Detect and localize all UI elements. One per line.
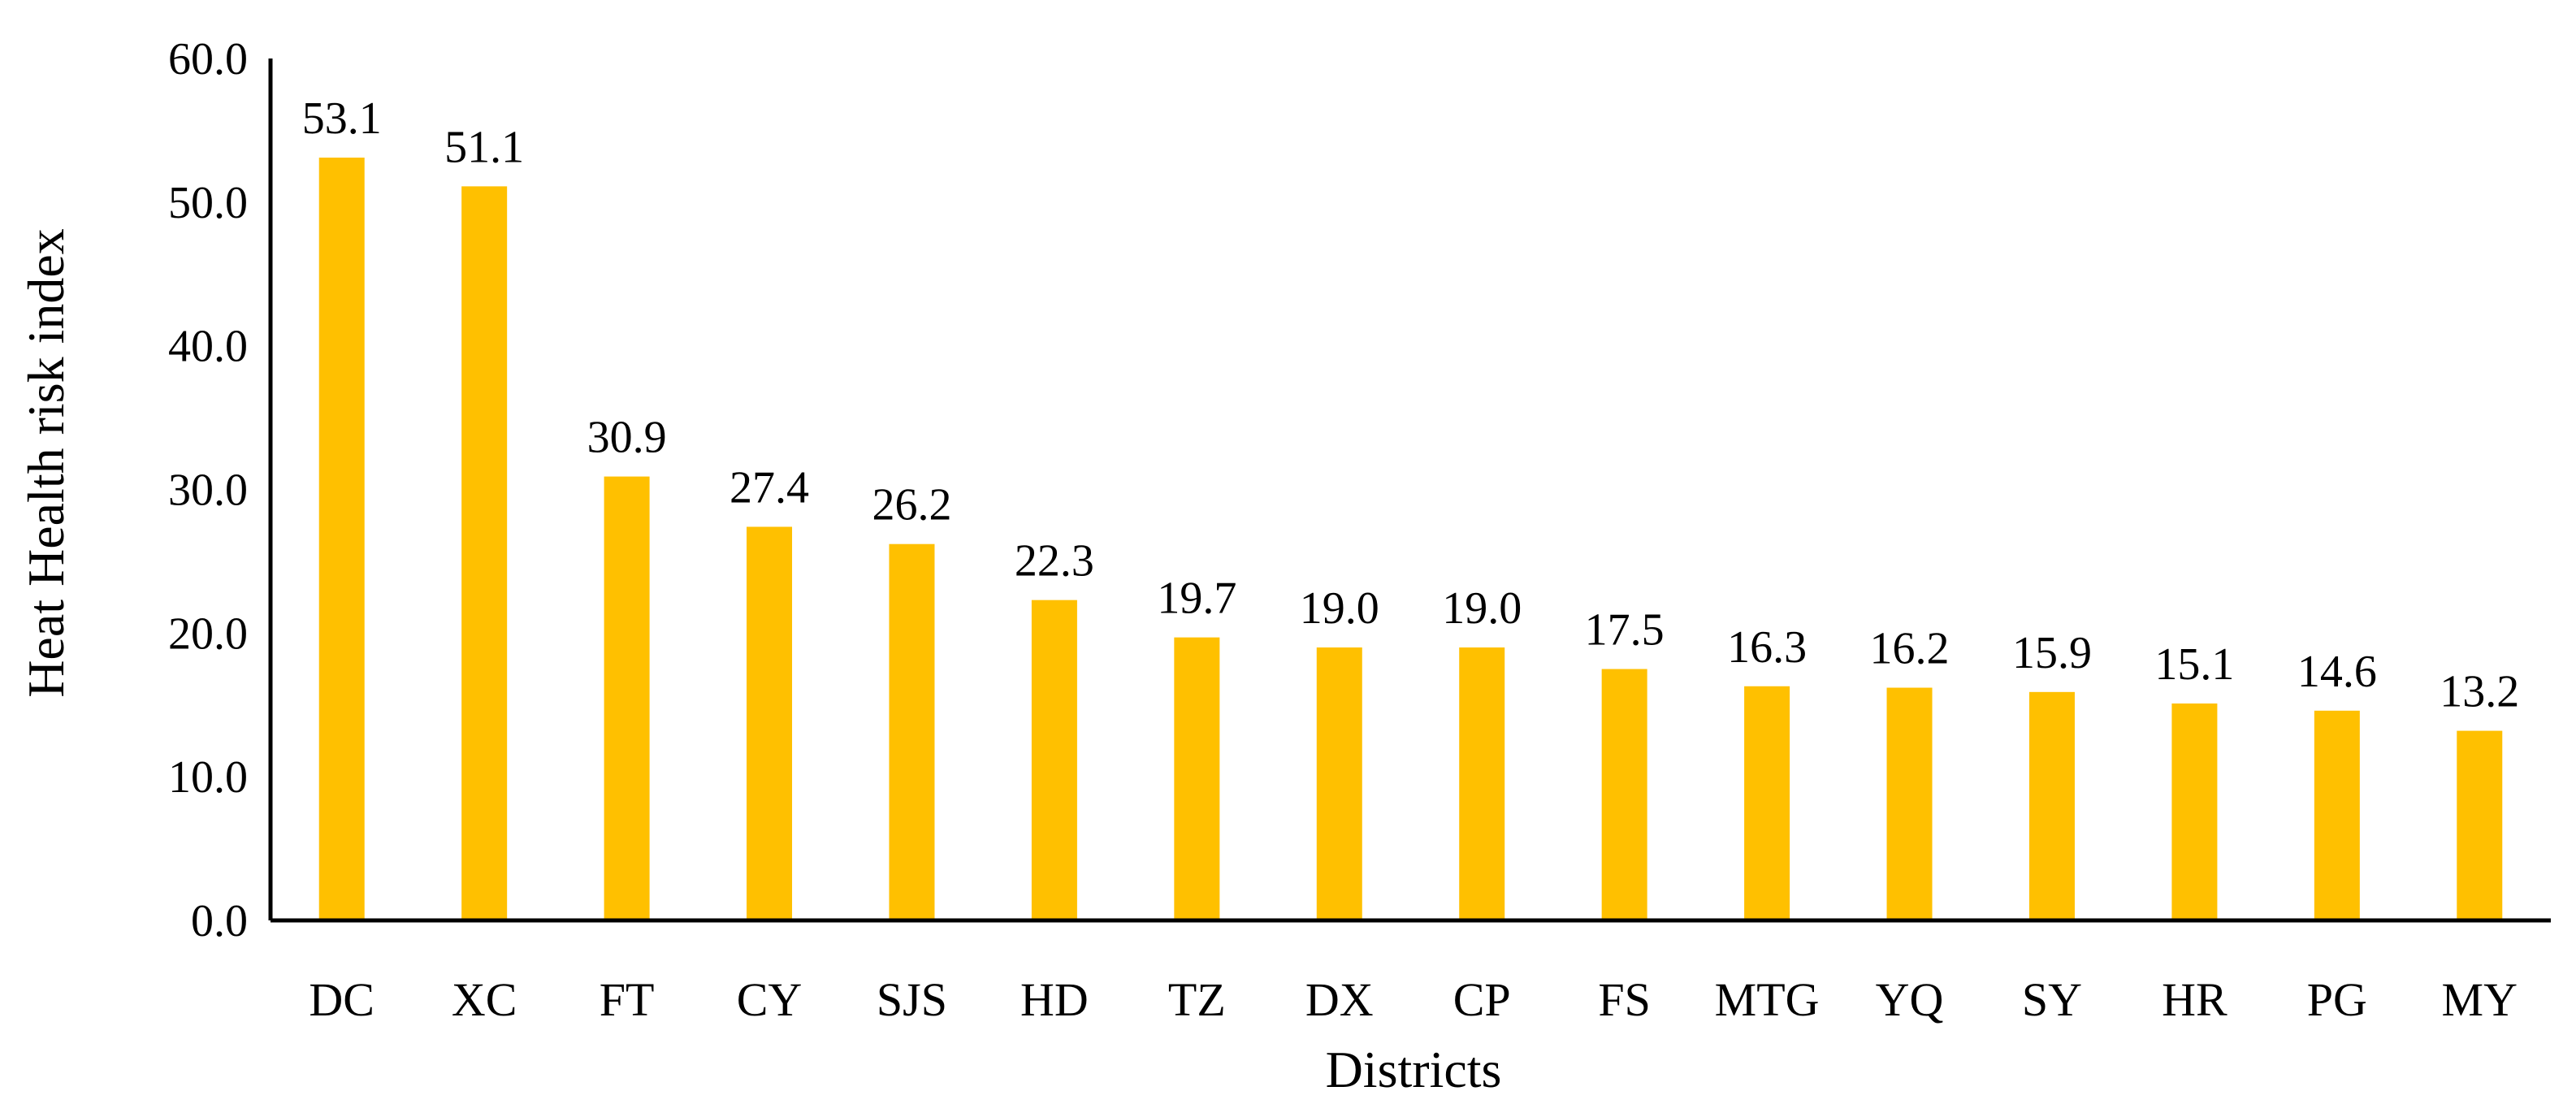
y-tick-label: 30.0 bbox=[168, 465, 248, 516]
x-tick-label-sy: SY bbox=[2022, 973, 2082, 1026]
data-label-mtg: 16.3 bbox=[1727, 622, 1807, 673]
data-label-tz: 19.7 bbox=[1157, 574, 1236, 624]
y-tick-label: 0.0 bbox=[191, 896, 248, 946]
x-tick-label-fs: FS bbox=[1598, 973, 1651, 1026]
y-tick-label: 60.0 bbox=[168, 34, 248, 84]
bar-hd bbox=[1031, 600, 1077, 920]
data-label-xc: 51.1 bbox=[444, 122, 524, 172]
data-label-hr: 15.1 bbox=[2154, 639, 2234, 690]
bar-tz bbox=[1174, 637, 1220, 920]
x-tick-label-mtg: MTG bbox=[1715, 973, 1820, 1026]
bars-group bbox=[318, 158, 2503, 921]
data-label-dc: 53.1 bbox=[302, 93, 382, 144]
bar-dx bbox=[1316, 647, 1362, 920]
bar-pg bbox=[2314, 710, 2360, 920]
x-tick-label-tz: TZ bbox=[1168, 973, 1226, 1026]
bar-cy bbox=[747, 526, 793, 920]
x-tick-label-yq: YQ bbox=[1876, 973, 1944, 1026]
bar-xc bbox=[461, 186, 508, 921]
y-axis-title: Heat Health risk index bbox=[17, 228, 75, 698]
data-label-dx: 19.0 bbox=[1300, 583, 1379, 634]
data-label-cy: 27.4 bbox=[730, 462, 809, 513]
bar-sy bbox=[2028, 691, 2075, 920]
category-labels: DC XC FT CY SJS HD TZ DX CP FS MTG YQ SY HR PG MY bbox=[309, 973, 2518, 1026]
axes-group bbox=[268, 58, 2551, 923]
data-label-my: 13.2 bbox=[2440, 667, 2519, 717]
x-axis-title: Districts bbox=[1326, 1041, 1502, 1098]
data-label-hd: 22.3 bbox=[1015, 536, 1094, 587]
y-tick-label: 50.0 bbox=[168, 178, 248, 228]
bar-sjs bbox=[889, 543, 935, 920]
bar-mtg bbox=[1744, 686, 1790, 920]
data-label-ft: 30.9 bbox=[587, 413, 667, 463]
bar-cp bbox=[1459, 647, 1505, 920]
x-tick-label-dx: DX bbox=[1305, 973, 1374, 1026]
y-tick-label: 10.0 bbox=[168, 752, 248, 803]
x-tick-label-my: MY bbox=[2442, 973, 2518, 1026]
bar-dc bbox=[318, 158, 365, 920]
data-label-cp: 19.0 bbox=[1442, 583, 1522, 634]
y-tick-label: 40.0 bbox=[168, 322, 248, 372]
x-tick-label-sjs: SJS bbox=[877, 973, 947, 1026]
y-tick-labels: 0.0 10.0 20.0 30.0 40.0 50.0 60.0 bbox=[168, 34, 248, 946]
x-tick-label-hr: HR bbox=[2162, 973, 2227, 1026]
bar-fs bbox=[1601, 669, 1647, 920]
x-tick-label-pg: PG bbox=[2307, 973, 2367, 1026]
bar-my bbox=[2457, 730, 2503, 920]
bar-hr bbox=[2171, 703, 2218, 920]
data-label-yq: 16.2 bbox=[1870, 624, 1950, 674]
bar-ft bbox=[604, 476, 650, 920]
x-tick-label-dc: DC bbox=[309, 973, 374, 1026]
x-tick-label-cp: CP bbox=[1453, 973, 1511, 1026]
y-tick-label: 20.0 bbox=[168, 608, 248, 659]
data-labels: 53.1 51.1 30.9 27.4 26.2 22.3 19.7 19.0 19.0 17.5… bbox=[302, 93, 2520, 717]
x-tick-label-ft: FT bbox=[600, 973, 655, 1026]
x-tick-label-cy: CY bbox=[737, 973, 803, 1026]
data-label-sjs: 26.2 bbox=[872, 480, 951, 530]
x-tick-label-hd: HD bbox=[1020, 973, 1089, 1026]
data-label-sy: 15.9 bbox=[2012, 628, 2092, 678]
x-tick-label-xc: XC bbox=[452, 973, 517, 1026]
bar-yq bbox=[1886, 687, 1933, 920]
data-label-fs: 17.5 bbox=[1585, 605, 1665, 656]
data-label-pg: 14.6 bbox=[2297, 647, 2377, 697]
